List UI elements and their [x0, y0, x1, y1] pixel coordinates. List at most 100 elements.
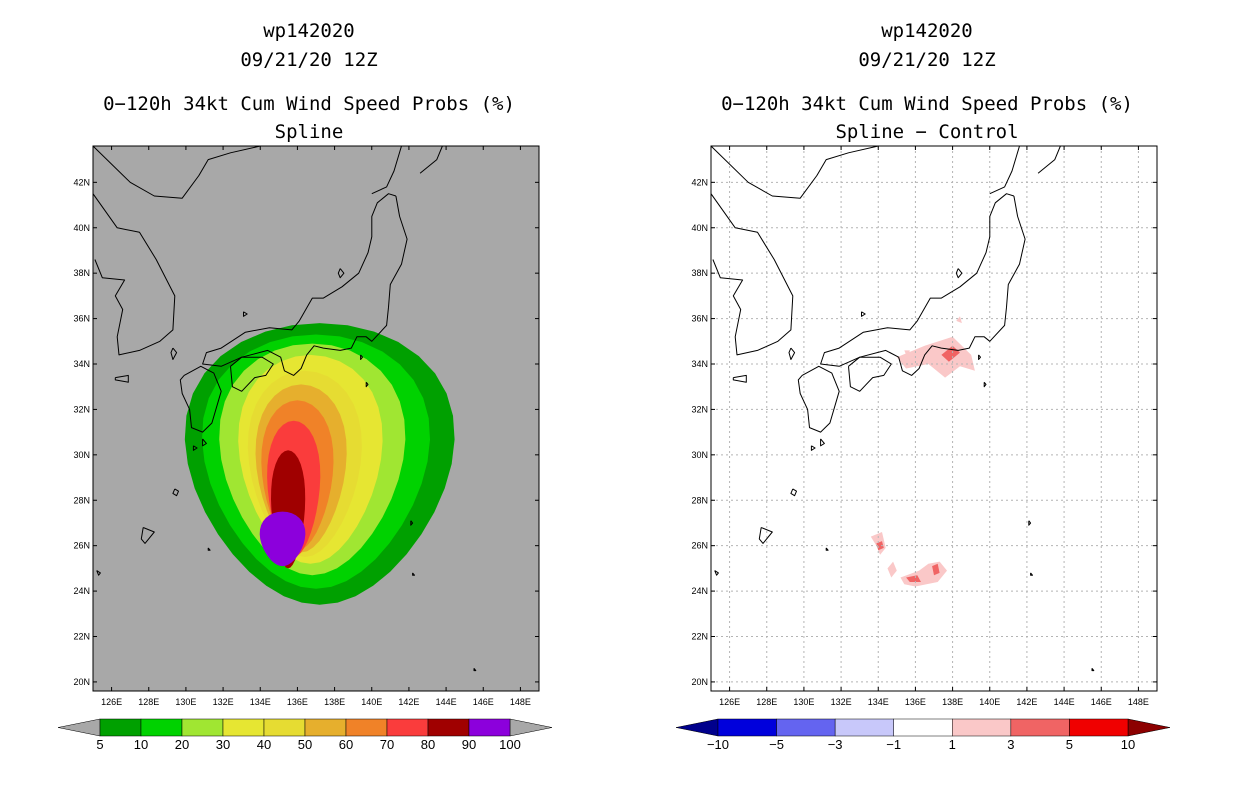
- right-coastline-3: [989, 146, 1020, 195]
- right-ytick-label-6: 30N: [691, 450, 708, 460]
- left-ytick-label-0: 42N: [73, 177, 90, 187]
- left-coastline-20: [412, 572, 415, 576]
- left-colorbar-swatch-3: [222, 718, 265, 737]
- right-coastlines: [711, 146, 1095, 672]
- right-coastline-16: [758, 527, 773, 544]
- left-colorbar-label-6: 60: [339, 737, 353, 752]
- right-colorbar-label-1: −5: [769, 737, 784, 752]
- left-colorbar-label-5: 50: [298, 737, 312, 752]
- left-coastline-16: [140, 527, 155, 544]
- right-ytick-label-10: 22N: [691, 632, 708, 642]
- right-colorbar-swatch-4: [952, 718, 1012, 737]
- right-coastline-8: [788, 347, 796, 360]
- right-ytick-label-1: 40N: [691, 223, 708, 233]
- left-coastline-4: [419, 146, 443, 174]
- right-coastline-11: [978, 354, 981, 360]
- left-colorbar-swatch-0: [99, 718, 142, 737]
- left-coastline-6: [230, 356, 274, 392]
- left-ytick-label-7: 28N: [73, 495, 90, 505]
- right-title-variant: Spline − Control: [835, 121, 1018, 143]
- right-coastline-12: [983, 381, 987, 388]
- left-colorbar-swatch-2: [181, 718, 224, 737]
- right-diff-patch-9: [932, 563, 940, 576]
- right-coastline-6: [848, 356, 892, 392]
- left-probability-fills: [184, 323, 455, 605]
- left-coastline-15: [172, 488, 179, 497]
- right-title-product: 0−120h 34kt Cum Wind Speed Probs (%): [721, 93, 1133, 115]
- left-xtick-label-9: 144E: [436, 697, 457, 707]
- right-title-storm: wp142020: [881, 20, 973, 42]
- right-gridlines: [711, 146, 1157, 691]
- left-colorbar-label-8: 80: [421, 737, 435, 752]
- left-coastline-9: [243, 311, 248, 317]
- left-colorbar-label-1: 10: [134, 737, 148, 752]
- right-ytick-label-8: 26N: [691, 541, 708, 551]
- left-xtick-label-11: 148E: [510, 697, 531, 707]
- left-coastline-3: [371, 146, 402, 195]
- left-xtick-label-1: 128E: [138, 697, 159, 707]
- left-contour-90: [259, 511, 306, 567]
- left-xtick-label-3: 132E: [213, 697, 234, 707]
- left-colorbar-label-4: 40: [257, 737, 271, 752]
- right-coastline-2: [732, 374, 747, 383]
- left-coastline-14: [192, 445, 198, 451]
- right-coastline-10: [955, 268, 963, 279]
- left-title-date: 09/21/20 12Z: [240, 49, 377, 71]
- left-colorbar-label-3: 30: [216, 737, 230, 752]
- right-coastline-15: [790, 488, 797, 497]
- right-xtick-label-11: 148E: [1128, 697, 1149, 707]
- left-coastline-11: [360, 354, 363, 360]
- right-ytick-label-5: 32N: [691, 404, 708, 414]
- right-xtick-label-7: 140E: [979, 697, 1000, 707]
- left-ytick-label-1: 40N: [73, 223, 90, 233]
- right-map-panel: 126E 128E 130E 132E 134E 136E 138E 140E 142E 144E…: [691, 145, 1158, 707]
- right-colorbar-label-7: 10: [1121, 737, 1135, 752]
- left-coastlines: [93, 146, 477, 672]
- right-colorbar-label-4: 1: [949, 737, 956, 752]
- right-coastline-5: [820, 193, 1026, 376]
- right-colorbar-swatch-5: [1010, 718, 1070, 737]
- right-colorbar: −10 −5 −3 −1 1 3 5 10: [675, 718, 1171, 752]
- right-coastline-1: [711, 146, 879, 199]
- right-diff-patch-3: [956, 316, 962, 324]
- right-colorbar-label-0: −10: [707, 737, 729, 752]
- right-diff-patch-2: [904, 350, 910, 360]
- right-colorbar-swatch-2: [834, 718, 894, 737]
- left-title-storm: wp142020: [263, 20, 355, 42]
- right-ytick-label-0: 42N: [691, 177, 708, 187]
- left-coastline-12: [365, 381, 369, 388]
- right-ytick-label-11: 20N: [691, 677, 708, 687]
- left-ytick-label-3: 36N: [73, 314, 90, 324]
- right-colorbar-over-arrow: [1127, 718, 1171, 737]
- left-coastline-7: [179, 365, 222, 433]
- right-difference-fills: [870, 316, 975, 587]
- left-ytick-label-4: 34N: [73, 359, 90, 369]
- right-colorbar-swatch-6: [1069, 718, 1129, 737]
- right-coastline-18: [825, 547, 829, 551]
- left-ytick-label-6: 30N: [73, 450, 90, 460]
- left-coastline-17: [96, 570, 101, 576]
- left-coastline-13: [202, 438, 207, 447]
- right-coastline-4: [1037, 146, 1061, 174]
- left-ytick-label-11: 20N: [73, 677, 90, 687]
- right-colorbar-swatch-3: [893, 718, 953, 737]
- right-xtick-label-8: 142E: [1016, 697, 1037, 707]
- right-colorbar-label-2: −3: [828, 737, 843, 752]
- left-xtick-label-5: 136E: [287, 697, 308, 707]
- left-ytick-label-9: 24N: [73, 586, 90, 596]
- right-title-date: 09/21/20 12Z: [858, 49, 995, 71]
- left-xtick-label-4: 134E: [250, 697, 271, 707]
- left-axis-ticks: 126E 128E 130E 132E 134E 136E 138E 140E 142E 144E…: [73, 146, 539, 707]
- right-diff-patch-0: [896, 336, 975, 378]
- right-coastline-17: [714, 570, 719, 576]
- right-coastline-20: [1030, 572, 1033, 576]
- left-xtick-label-6: 138E: [324, 697, 345, 707]
- right-coastline-13: [820, 438, 825, 447]
- left-xtick-label-10: 146E: [473, 697, 494, 707]
- right-colorbar-swatch-1: [776, 718, 836, 737]
- left-map-frame: [92, 145, 540, 692]
- left-colorbar-swatch-5: [304, 718, 347, 737]
- right-coastline-19: [1028, 520, 1032, 526]
- right-coastline-14: [810, 445, 816, 451]
